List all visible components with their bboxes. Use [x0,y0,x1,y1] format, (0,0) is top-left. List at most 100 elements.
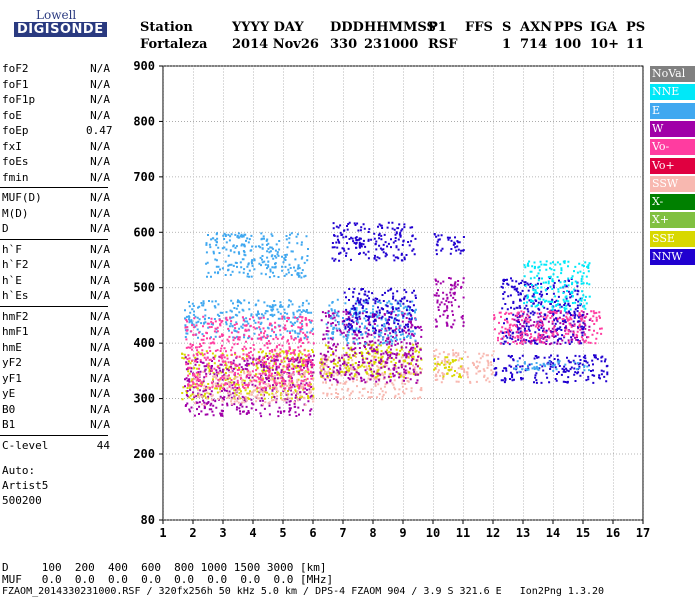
param-value: N/A [90,418,110,431]
param-value: N/A [90,191,110,204]
echo-cluster-w [511,310,591,346]
param-name: fmin [2,170,29,184]
param-row: D N/A [2,222,110,235]
param-row: hmF2 N/A [2,309,110,323]
param-name: foF1p [2,93,36,106]
param-value: N/A [90,108,110,122]
y-tick-label: 80 [141,513,155,527]
header-label-7: AXN [520,20,553,35]
param-value: N/A [90,62,110,75]
param-value: N/A [90,77,110,91]
echo-cluster-e [205,232,309,279]
param-name: D [2,222,9,235]
header-label-4: P1 [428,20,447,35]
echo-cluster-nnw [500,277,585,346]
echo-cluster-vo- [493,310,603,345]
legend-noval: NoVal [650,66,695,82]
param-row: yF2 N/A [2,356,110,369]
file-info: FZAOM_2014330231000.RSF / 320fx256h 50 k… [2,586,605,597]
param-row: B0 N/A [2,403,110,416]
y-tick-label: 800 [133,114,155,128]
echo-cluster-ssw [319,354,423,401]
x-tick-label: 6 [309,526,316,540]
echo-cluster-nne [523,260,591,312]
x-tick-label: 1 [159,526,166,540]
param-name: hmE [2,340,22,354]
param-row: h`F N/A [2,243,110,256]
echo-cluster-sse [433,356,463,379]
header-value-6: 1 [502,37,512,52]
param-row: M(D) N/A [2,207,110,220]
header-value-4: RSF [428,37,458,52]
echo-cluster-w [319,310,423,384]
y-tick-label: 900 [133,59,155,73]
legend-vo+: Vo+ [650,157,695,174]
auto-line: Artist5 [2,479,49,492]
param-name: foE [2,108,22,122]
header-label-10: PS [626,20,646,35]
echo-cluster-nnw [343,287,417,335]
legend-e: E [650,102,695,119]
param-value: N/A [90,222,110,235]
param-row: h`F2 N/A [2,258,110,271]
header-label-0: Station [140,20,193,35]
param-value: N/A [90,155,110,168]
auto-line: 500200 [2,494,42,507]
digisonde-logo: Lowell DIGISONDE [6,8,107,44]
header-value-3: 231000 [364,37,419,52]
param-value: N/A [90,325,110,338]
param-row: yF1 N/A [2,372,110,385]
echo-cluster-ssw [193,371,315,406]
header-value-10: 11 [626,37,645,52]
y-tick-label: 200 [133,447,155,461]
param-name: C-level [2,438,49,452]
x-tick-label: 14 [546,526,560,540]
param-value: 0.47 [86,124,113,137]
param-row: foE N/A [2,108,110,122]
header-value-2: 330 [330,37,358,52]
echo-cluster-e [513,360,590,373]
param-name: hmF2 [2,309,29,323]
logo-top-text: Lowell [36,8,77,22]
x-tick-label: 16 [606,526,620,540]
x-tick-label: 15 [576,526,590,540]
param-row: fxI N/A [2,139,110,153]
header-label-8: PPS [554,20,583,35]
param-name: yE [2,387,16,400]
header-label-9: IGA [590,20,618,35]
echo-cluster-vo- [184,315,315,390]
legend-x-: X- [650,194,695,211]
x-tick-label: 11 [456,526,470,540]
muf-row: MUF 0.0 0.0 0.0 0.0 0.0 0.0 0.0 0.0 [MHz… [2,573,334,586]
x-tick-label: 5 [279,526,286,540]
param-name: h`E [2,273,22,287]
y-tick-label: 400 [133,336,155,350]
param-row: hmE N/A [2,340,110,354]
param-row: B1 N/A [2,418,110,431]
logo-bottom-text: DIGISONDE [14,22,107,37]
separator [0,305,108,307]
param-name: foEp [2,124,29,137]
param-value: N/A [90,258,110,271]
y-tick-label: 300 [133,392,155,406]
separator [0,238,108,240]
param-row: foEp 0.47 [2,124,113,137]
x-tick-label: 4 [249,526,256,540]
distance-row: D 100 200 400 600 800 1000 1500 3000 [km… [2,561,327,574]
separator [0,434,108,436]
param-row: h`E N/A [2,273,110,287]
param-name: foEs [2,155,29,168]
param-row: yE N/A [2,387,110,400]
header-value-0: Fortaleza [140,37,208,52]
echo-cluster-ssw [433,348,495,384]
param-value: N/A [90,93,110,106]
header-value-9: 10+ [590,37,619,52]
x-tick-label: 8 [369,526,376,540]
param-name: fxI [2,139,22,153]
param-value: N/A [90,387,110,400]
header-label-2: DDD [330,20,364,35]
y-tick-label: 600 [133,225,155,239]
legend-ssw: SSW [650,175,695,192]
x-tick-label: 3 [219,526,226,540]
param-name: foF1 [2,77,29,91]
